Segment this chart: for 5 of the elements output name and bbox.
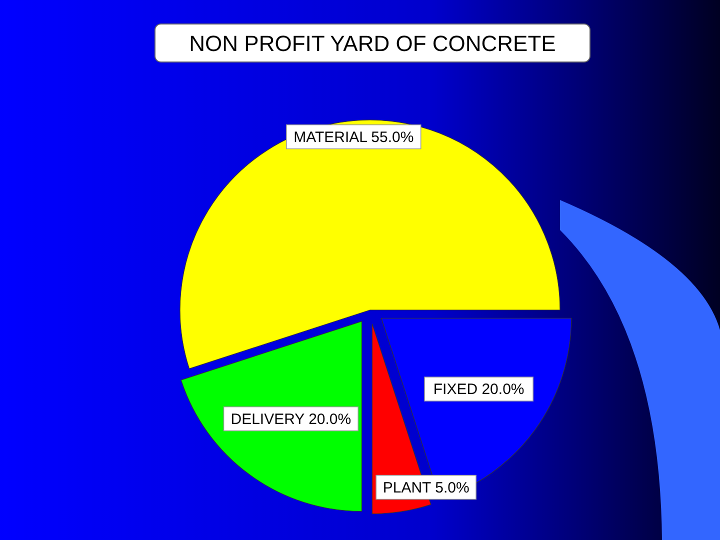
chart-title: NON PROFIT YARD OF CONCRETE <box>189 31 556 56</box>
slice-label: MATERIAL 55.0% <box>294 128 414 146</box>
slice-label: DELIVERY 20.0% <box>230 410 352 428</box>
slice-label: PLANT 5.0% <box>382 479 470 496</box>
slice-label: FIXED 20.0% <box>433 381 524 398</box>
